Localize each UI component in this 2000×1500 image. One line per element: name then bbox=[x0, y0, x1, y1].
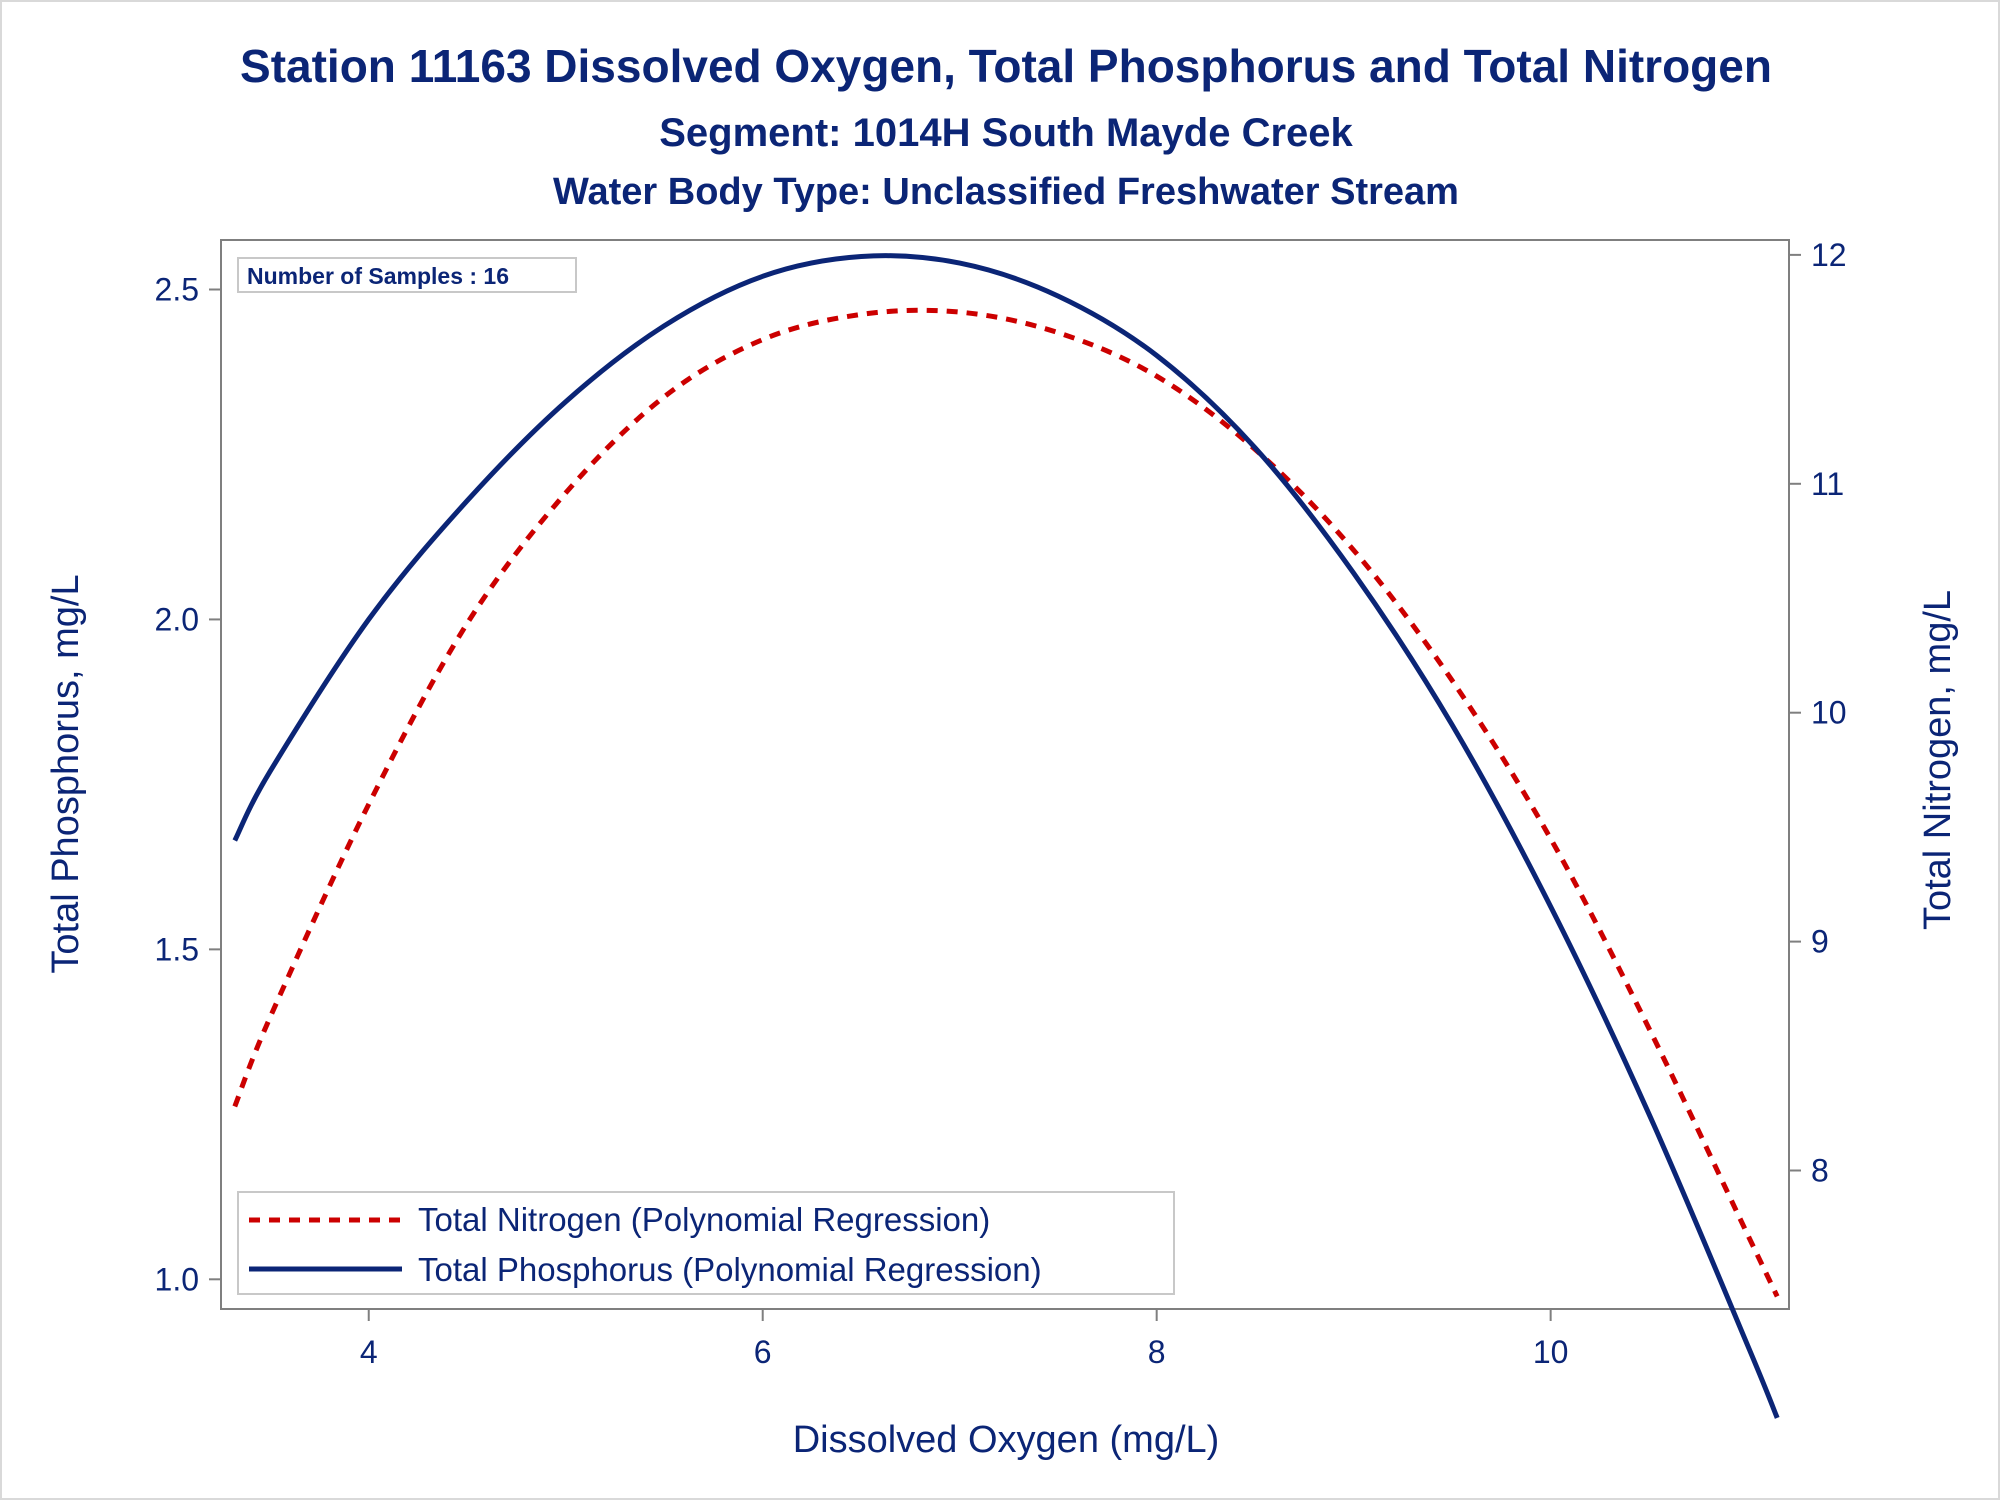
chart-subtitle-2: Water Body Type: Unclassified Freshwater… bbox=[553, 171, 1459, 213]
y2-tick-label: 8 bbox=[1811, 1153, 1829, 1189]
sample-count-text: Number of Samples : 16 bbox=[247, 263, 509, 289]
legend bbox=[237, 1191, 1175, 1295]
total-nitrogen-line bbox=[232, 307, 1780, 1298]
y2-tick-label: 9 bbox=[1811, 924, 1829, 960]
y-tick-label: 2.5 bbox=[155, 271, 199, 307]
total-phosphorus-line bbox=[232, 253, 1780, 1419]
legend-label-nitrogen: Total Nitrogen (Polynomial Regression) bbox=[418, 1201, 990, 1238]
x-tick-label: 8 bbox=[1148, 1334, 1166, 1370]
plot-area bbox=[220, 239, 1790, 1310]
y-tick-label: 1.0 bbox=[155, 1261, 199, 1297]
x-tick-label: 4 bbox=[360, 1334, 378, 1370]
y-axis-left: 1.0 1.5 2.0 2.5 bbox=[155, 271, 221, 1297]
y-axis-right: 8 9 10 11 12 bbox=[1789, 237, 1847, 1189]
x-tick-label: 10 bbox=[1533, 1334, 1569, 1370]
x-axis-label: Dissolved Oxygen (mg/L) bbox=[793, 1419, 1220, 1461]
y2-tick-label: 10 bbox=[1811, 695, 1847, 731]
chart-subtitle: Segment: 1014H South Mayde Creek bbox=[659, 111, 1353, 155]
y-tick-label: 1.5 bbox=[155, 931, 199, 967]
y-axis-label: Total Phosphorus, mg/L bbox=[45, 574, 87, 973]
x-axis: 4 6 8 10 bbox=[360, 1309, 1569, 1370]
y2-tick-label: 12 bbox=[1811, 237, 1847, 273]
y2-axis-label: Total Nitrogen, mg/L bbox=[1917, 590, 1959, 930]
y-tick-label: 2.0 bbox=[155, 601, 199, 637]
legend-label-phosphorus: Total Phosphorus (Polynomial Regression) bbox=[418, 1251, 1042, 1288]
x-tick-label: 6 bbox=[754, 1334, 772, 1370]
y2-tick-label: 11 bbox=[1811, 466, 1844, 502]
sample-count-box bbox=[237, 257, 577, 293]
series-layer bbox=[232, 253, 1780, 1419]
chart-title: Station 11163 Dissolved Oxygen, Total Ph… bbox=[240, 40, 1772, 92]
